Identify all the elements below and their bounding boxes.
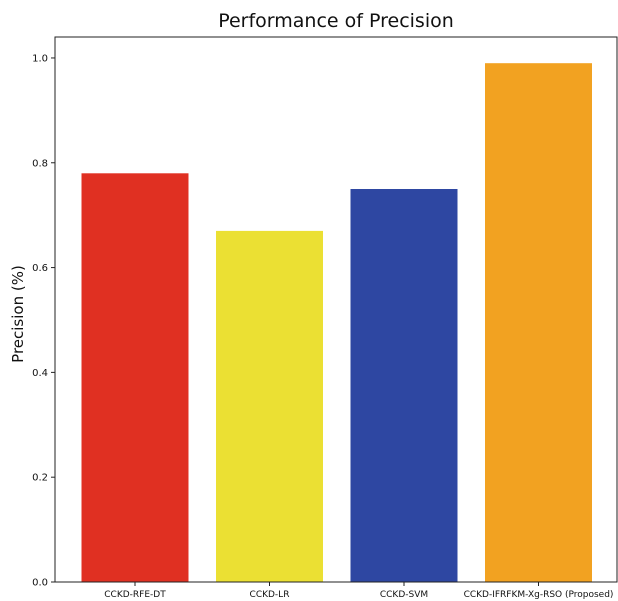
x-tick-label-2: CCKD-LR — [250, 590, 290, 600]
x-axis-ticks: CCKD-RFE-DT CCKD-LR CCKD-SVM CCKD-IFRFKM-Xg… — [104, 582, 613, 600]
y-tick-label-3: 0.4 — [32, 368, 48, 379]
bar-2 — [216, 230, 323, 582]
y-tick-label-5: 0.8 — [32, 158, 48, 169]
y-axis-label: Precision (%) — [9, 265, 27, 363]
x-tick-label-3: CCKD-SVM — [380, 590, 428, 600]
x-tick-label-1: CCKD-RFE-DT — [104, 590, 166, 600]
y-tick-label-1: 0.0 — [32, 578, 48, 589]
x-tick-label-4: CCKD-IFRFKM-Xg-RSO (Proposed) — [464, 590, 614, 600]
bars-layer — [81, 63, 592, 583]
chart-title: Performance of Precision — [218, 10, 454, 32]
y-tick-label-2: 0.2 — [32, 473, 48, 484]
plot-frame — [54, 36, 618, 583]
plot-area: 0.00.20.40.60.81.0 CCKD-RFE-DT CCKD-LR CCK… — [32, 36, 618, 600]
y-tick-label-6: 1.0 — [32, 53, 48, 64]
bar-3 — [350, 189, 458, 582]
bar-1 — [81, 173, 189, 583]
y-tick-label-4: 0.6 — [32, 263, 48, 274]
bar-4 — [485, 63, 592, 582]
y-axis-ticks: 0.0 0.2 0.4 0.6 0.8 1.0 — [32, 53, 55, 589]
